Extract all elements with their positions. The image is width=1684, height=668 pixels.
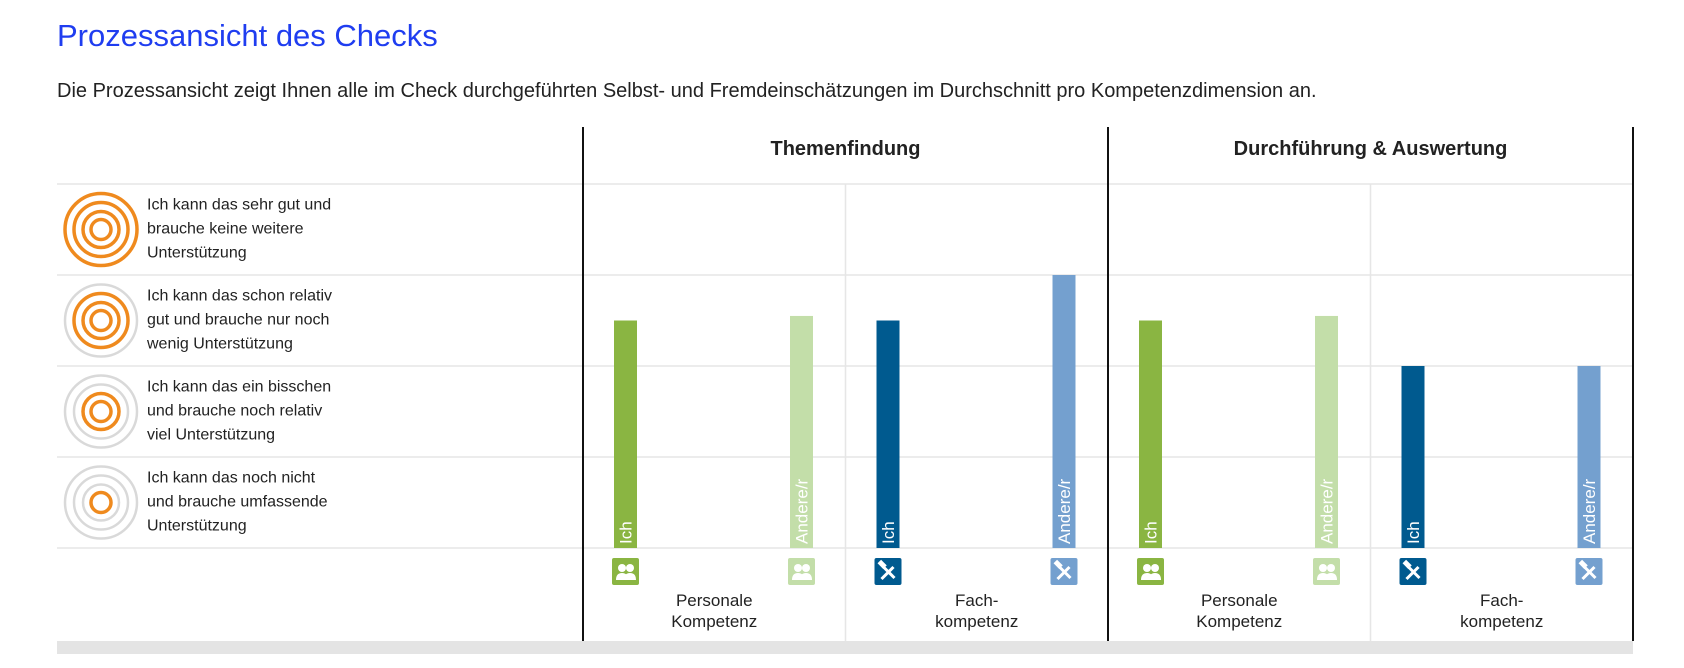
bar-other [790, 315, 813, 548]
target-ring [63, 465, 139, 540]
bar-other [1052, 275, 1076, 548]
level-text: Unterstützung [147, 518, 247, 535]
people-icon-head [1151, 564, 1159, 572]
dimension-label: Fach- [955, 591, 998, 610]
target-icon [63, 374, 139, 449]
people-icon [1313, 558, 1340, 585]
tools-icon [1050, 558, 1078, 585]
tools-icon-hammer [881, 564, 896, 580]
bar-label: Ich [1404, 521, 1423, 544]
bar-self [876, 320, 900, 548]
people-icon-head [802, 564, 810, 572]
level-text: wenig Unterstützung [146, 336, 293, 353]
level-text: gut und brauche nur noch [147, 312, 329, 329]
people-icon-head [1143, 564, 1151, 572]
bar-label: Ich [1142, 521, 1161, 544]
target-ring [89, 399, 113, 424]
bar-other [1315, 315, 1338, 548]
group-title: Themenfindung [771, 138, 921, 160]
dimension-label: kompetenz [1460, 612, 1543, 631]
level-text: und brauche umfassende [147, 494, 328, 511]
tools-icon-head [877, 559, 887, 569]
dimension-label: Personale [1201, 591, 1278, 610]
bar-self [1401, 366, 1425, 548]
level-text: Unterstützung [147, 245, 247, 262]
bar-label: Andere/r [793, 478, 812, 544]
level-text: Ich kann das schon relativ [147, 288, 332, 305]
dimension-label: Personale [676, 591, 753, 610]
dimension-label: Fach- [1480, 591, 1523, 610]
target-ring [63, 191, 139, 268]
bar-label: Ich [879, 521, 898, 544]
target-ring [89, 217, 113, 242]
dimension-label: Kompetenz [1196, 612, 1282, 631]
people-icon [612, 558, 639, 585]
level-text: Ich kann das ein bisschen [147, 379, 331, 396]
people-icon-body [1149, 573, 1161, 580]
people-icon-body [800, 573, 812, 580]
tools-icon [1575, 558, 1603, 585]
people-icon-head [626, 564, 634, 572]
target-ring [63, 374, 139, 449]
target-ring [81, 391, 121, 432]
target-icon [63, 283, 139, 358]
people-icon-head [1327, 564, 1335, 572]
tools-icon-hammer [1582, 564, 1597, 580]
target-ring [81, 300, 121, 341]
target-ring [72, 474, 130, 531]
tools-icon-head [1578, 559, 1588, 569]
target-ring [89, 490, 113, 515]
footer-bar [57, 641, 1633, 654]
target-ring [81, 209, 121, 250]
people-icon-bg [1137, 558, 1164, 585]
people-icon-body [624, 573, 636, 580]
tools-icon-head [1402, 559, 1412, 569]
bar-label: Andere/r [1318, 478, 1337, 544]
tools-icon-head [1053, 559, 1063, 569]
target-ring [63, 283, 139, 358]
people-icon-body [1325, 573, 1337, 580]
level-text: Ich kann das noch nicht [147, 470, 316, 487]
dimension-label: kompetenz [935, 612, 1018, 631]
bar-self [614, 320, 637, 548]
bar-label: Ich [617, 521, 636, 544]
people-icon [788, 558, 815, 585]
target-ring [81, 483, 121, 522]
group-title: Durchführung & Auswertung [1234, 138, 1508, 160]
bar-label: Andere/r [1055, 478, 1074, 544]
people-icon-bg [1313, 558, 1340, 585]
bar-self [1139, 320, 1162, 548]
target-ring [72, 291, 130, 350]
dimension-label: Kompetenz [671, 612, 757, 631]
bar-other [1577, 366, 1601, 548]
people-icon-head [794, 564, 802, 572]
people-icon-head [618, 564, 626, 572]
page-title: Prozessansicht des Checks [57, 18, 438, 53]
tools-icon-hammer [1406, 564, 1421, 580]
tools-icon [1399, 558, 1427, 585]
target-ring [72, 383, 130, 440]
level-text: viel Unterstützung [147, 427, 275, 444]
bar-label: Andere/r [1580, 478, 1599, 544]
tools-icon-hammer [1057, 564, 1072, 580]
target-icon [63, 191, 139, 268]
tools-icon [874, 558, 902, 585]
page-intro: Die Prozessansicht zeigt Ihnen alle im C… [57, 80, 1317, 102]
people-icon-bg [788, 558, 815, 585]
level-text: und brauche noch relativ [147, 403, 322, 420]
target-icon [63, 465, 139, 540]
people-icon-head [1319, 564, 1327, 572]
people-icon [1137, 558, 1164, 585]
people-icon-bg [612, 558, 639, 585]
level-text: brauche keine weitere [147, 221, 304, 238]
level-text: Ich kann das sehr gut und [147, 197, 331, 214]
target-ring [89, 308, 113, 333]
target-ring [72, 200, 130, 259]
